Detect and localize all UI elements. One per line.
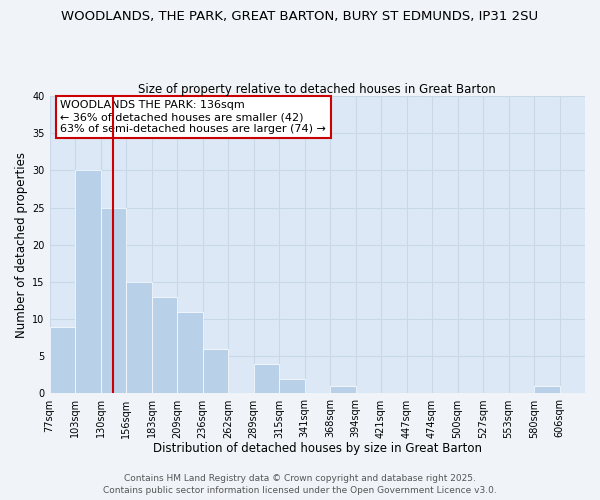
Bar — [152, 297, 177, 394]
Bar — [254, 364, 279, 394]
Bar — [203, 349, 228, 394]
Bar — [534, 386, 560, 394]
Text: WOODLANDS, THE PARK, GREAT BARTON, BURY ST EDMUNDS, IP31 2SU: WOODLANDS, THE PARK, GREAT BARTON, BURY … — [61, 10, 539, 23]
Text: WOODLANDS THE PARK: 136sqm
← 36% of detached houses are smaller (42)
63% of semi: WOODLANDS THE PARK: 136sqm ← 36% of deta… — [60, 100, 326, 134]
Title: Size of property relative to detached houses in Great Barton: Size of property relative to detached ho… — [139, 83, 496, 96]
X-axis label: Distribution of detached houses by size in Great Barton: Distribution of detached houses by size … — [153, 442, 482, 455]
Bar — [101, 208, 126, 394]
Bar — [50, 326, 75, 394]
Bar — [330, 386, 356, 394]
Bar — [75, 170, 101, 394]
Text: Contains HM Land Registry data © Crown copyright and database right 2025.
Contai: Contains HM Land Registry data © Crown c… — [103, 474, 497, 495]
Bar — [126, 282, 152, 394]
Y-axis label: Number of detached properties: Number of detached properties — [15, 152, 28, 338]
Bar — [177, 312, 203, 394]
Bar — [279, 378, 305, 394]
